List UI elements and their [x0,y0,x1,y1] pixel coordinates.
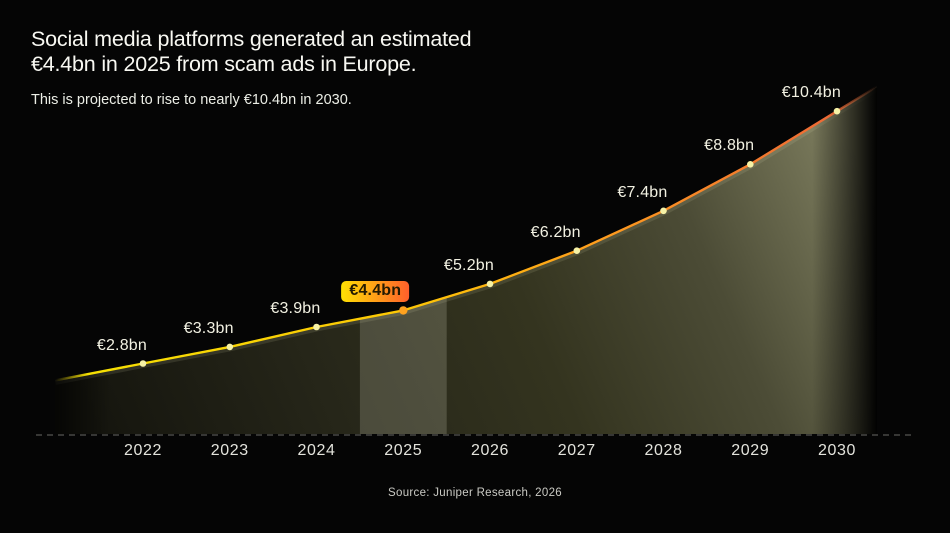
source-note: Source: Juniper Research, 2026 [388,487,562,499]
data-point [486,280,494,288]
chart-subtitle: This is projected to rise to nearly €10.… [31,92,352,108]
area-fill [55,86,877,434]
chart-title: Social media platforms generated an esti… [31,27,671,77]
data-point [313,323,320,331]
chart-title-line1: Social media platforms generated an esti… [31,27,472,51]
data-point-highlight [399,306,408,315]
data-point [226,343,234,351]
data-point [747,161,754,168]
data-point [139,360,147,367]
data-point [833,107,841,115]
data-point [573,247,581,254]
highlight-year-band [359,86,447,434]
chart-title-line2: €4.4bn in 2025 from scam ads in Europe. [31,52,417,76]
data-point [660,207,667,215]
